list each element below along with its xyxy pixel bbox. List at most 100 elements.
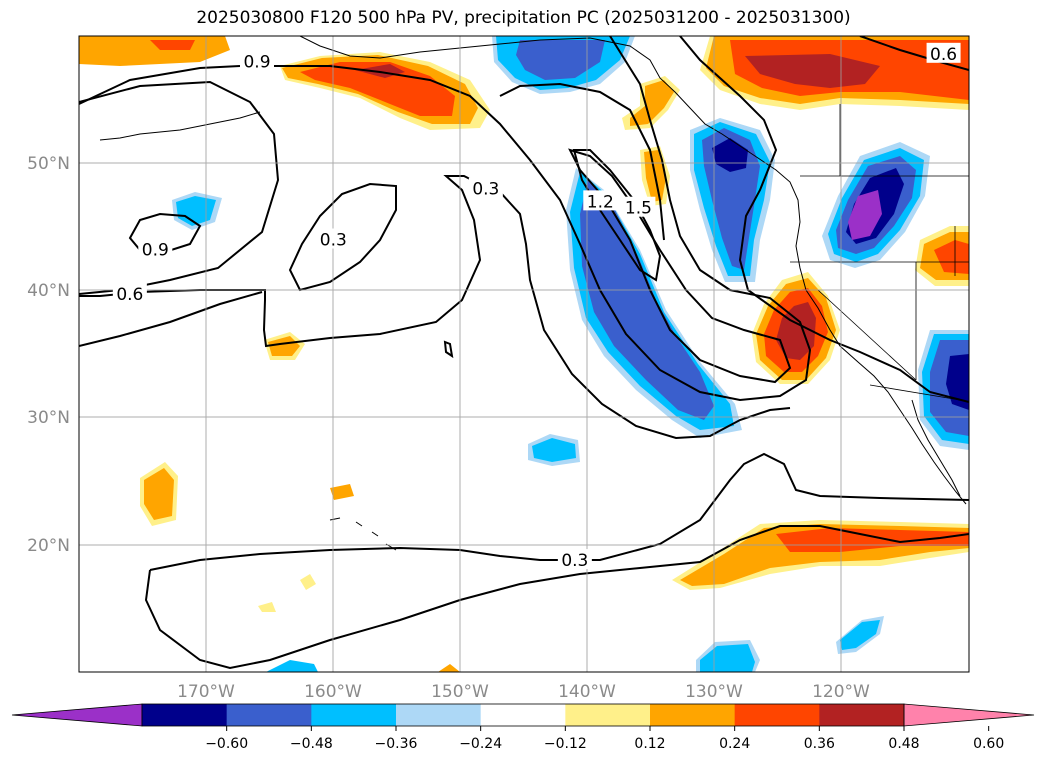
colorbar-tick-label: 0.12 bbox=[634, 736, 665, 752]
pv-contour bbox=[679, 36, 969, 403]
state-border bbox=[869, 384, 961, 401]
colorbar-segment bbox=[819, 704, 905, 726]
pv-contour bbox=[859, 36, 969, 71]
negative-precip-area bbox=[848, 190, 882, 240]
colorbar-tick-label: −0.36 bbox=[375, 736, 418, 752]
colorbar-segment bbox=[142, 704, 228, 726]
pv-contours bbox=[79, 36, 969, 670]
lat-tick-label: 40°N bbox=[27, 281, 70, 301]
positive-precip-area bbox=[300, 574, 316, 590]
positive-precip-area bbox=[438, 664, 460, 672]
map-title: 2025030800 F120 500 hPa PV, precipitatio… bbox=[196, 8, 851, 28]
colorbar-tick-label: −0.48 bbox=[290, 736, 333, 752]
pv-contour-label: 0.6 bbox=[930, 45, 957, 65]
pv-contour-label: 1.5 bbox=[625, 199, 652, 219]
lat-tick-label: 20°N bbox=[27, 536, 70, 556]
map-content: 0.9 0.6 0.9 0.3 0.3 1.2 1.5 0.6 0.3 bbox=[79, 36, 969, 672]
positive-precip-area bbox=[300, 62, 455, 116]
pv-contour bbox=[443, 340, 454, 359]
lon-tick-label: 140°W bbox=[558, 682, 616, 702]
positive-precip-area bbox=[630, 80, 674, 126]
lon-axis-labels: 170°W 160°W 150°W 140°W 130°W 120°W bbox=[177, 682, 870, 702]
lon-tick-label: 130°W bbox=[685, 682, 743, 702]
north-america-coast bbox=[299, 36, 967, 505]
colorbar-tick-label: −0.60 bbox=[205, 736, 248, 752]
negative-precip-area bbox=[266, 660, 318, 672]
graticule bbox=[79, 36, 969, 672]
map-background bbox=[79, 36, 969, 672]
state-borders bbox=[790, 104, 969, 401]
pv-contour bbox=[149, 452, 969, 571]
colorbar bbox=[11, 703, 1035, 731]
lat-tick-label: 30°N bbox=[27, 408, 70, 428]
pv-label-background bbox=[240, 50, 274, 71]
colorbar-segment bbox=[226, 704, 312, 726]
positive-precip-area bbox=[144, 468, 174, 520]
negative-precip-area bbox=[516, 40, 605, 80]
pv-contour bbox=[79, 175, 791, 440]
positive-precip-area bbox=[330, 484, 354, 500]
pv-contour-label: 0.3 bbox=[472, 180, 499, 200]
colorbar-segment bbox=[565, 704, 651, 726]
lon-tick-label: 120°W bbox=[812, 682, 870, 702]
pv-label-background bbox=[621, 196, 656, 217]
positive-precip-area bbox=[776, 528, 969, 552]
pv-label-background bbox=[316, 228, 351, 249]
pv-contour bbox=[272, 36, 812, 402]
lat-axis-labels: 50°N 40°N 30°N 20°N bbox=[27, 154, 70, 556]
positive-precip-area bbox=[268, 336, 300, 356]
pv-contour-label: 0.9 bbox=[142, 241, 169, 261]
positive-precip-area bbox=[745, 54, 880, 88]
colorbar-tick-label: 0.48 bbox=[888, 736, 919, 752]
lon-tick-label: 150°W bbox=[431, 682, 489, 702]
pv-contour-labels: 0.9 0.6 0.9 0.3 0.3 1.2 1.5 0.6 0.3 bbox=[112, 42, 961, 571]
pv-contour bbox=[79, 65, 241, 105]
pv-contour bbox=[288, 182, 397, 292]
colorbar-max-extension bbox=[903, 703, 1035, 727]
negative-precip-area bbox=[532, 438, 576, 462]
pv-contour-label: 0.3 bbox=[561, 551, 588, 571]
pv-contour bbox=[79, 80, 280, 295]
colorbar-segment bbox=[396, 704, 482, 726]
positive-precip-area bbox=[150, 40, 195, 50]
colorbar-segment bbox=[311, 704, 397, 726]
positive-precip-area bbox=[934, 240, 969, 274]
pv-label-background bbox=[138, 238, 173, 259]
pv-contour bbox=[144, 525, 969, 670]
colorbar-segment bbox=[734, 704, 820, 726]
pv-label-background bbox=[112, 283, 147, 304]
pv-label-background bbox=[583, 190, 618, 211]
colorbar-segment bbox=[480, 704, 566, 726]
pv-label-background bbox=[926, 42, 961, 63]
pv-contour-label: 0.9 bbox=[243, 52, 270, 72]
hawaii-islands bbox=[329, 517, 397, 551]
colorbar-min-extension bbox=[11, 703, 143, 727]
aleutian-islands bbox=[99, 111, 261, 141]
colorbar-tick-label: −0.24 bbox=[459, 736, 502, 752]
lon-tick-label: 160°W bbox=[304, 682, 362, 702]
pv-label-background bbox=[468, 177, 503, 198]
map-frame bbox=[78, 35, 970, 673]
colorbar-tick-label: 0.36 bbox=[804, 736, 835, 752]
lon-tick-label: 170°W bbox=[177, 682, 235, 702]
colorbar-tick-label: −0.12 bbox=[544, 736, 587, 752]
colorbar-tick-label: 0.60 bbox=[973, 736, 1004, 752]
positive-precip-area bbox=[258, 602, 276, 612]
colorbar-tick-labels: −0.60 −0.48 −0.36 −0.24 −0.12 0.12 0.24 0.36 0.4… bbox=[205, 736, 1004, 752]
state-border bbox=[817, 289, 917, 381]
colorbar-tick-label: 0.24 bbox=[719, 736, 750, 752]
pv-contour-label: 0.3 bbox=[320, 231, 347, 251]
negative-precip-area bbox=[840, 620, 880, 650]
pv-label-background bbox=[557, 549, 592, 570]
colorbar-segment bbox=[650, 704, 736, 726]
pv-contour bbox=[499, 82, 665, 241]
negative-precip-area bbox=[580, 180, 714, 420]
pv-contour-label: 1.2 bbox=[587, 192, 614, 212]
pv-contour bbox=[79, 291, 263, 347]
pv-contour-label: 0.6 bbox=[116, 285, 143, 305]
lat-tick-label: 50°N bbox=[27, 154, 70, 174]
colorbar-frame bbox=[141, 703, 905, 727]
negative-precip-area bbox=[946, 354, 969, 410]
